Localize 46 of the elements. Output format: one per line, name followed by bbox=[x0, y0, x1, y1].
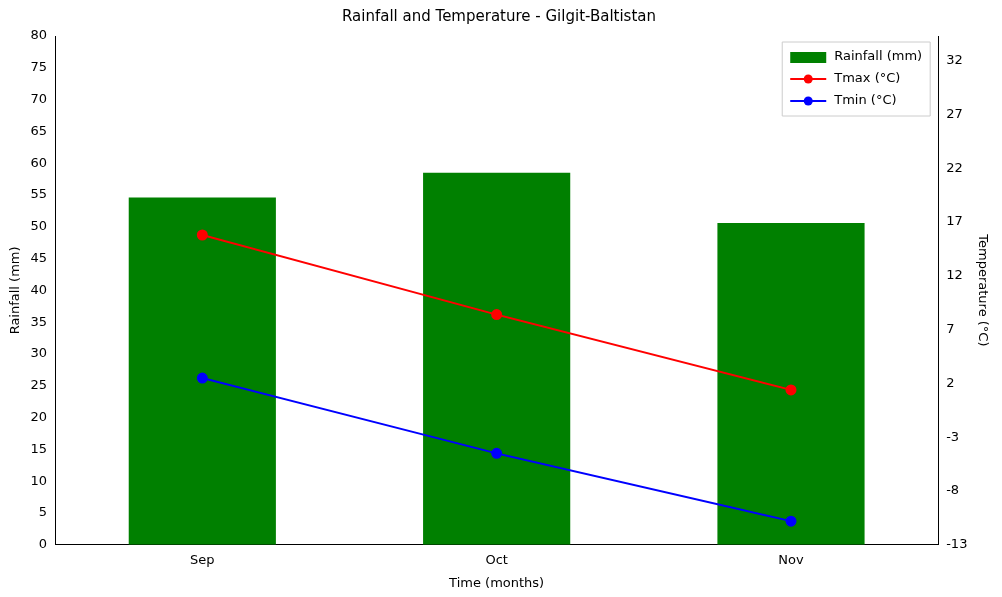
y-tick-label: 35 bbox=[30, 313, 48, 329]
legend-label: Tmax (°C) bbox=[833, 70, 901, 86]
bar bbox=[717, 222, 865, 545]
y2-tick-label: 17 bbox=[946, 213, 963, 229]
y2-tick-label: 12 bbox=[946, 267, 963, 283]
y-tick-label: 0 bbox=[38, 536, 48, 552]
point bbox=[785, 515, 797, 527]
point bbox=[785, 384, 797, 396]
legend-label: Tmin (°C) bbox=[833, 92, 897, 108]
x-tick-label: Oct bbox=[485, 551, 508, 567]
y-tick-label: 80 bbox=[30, 27, 48, 43]
y2-tick-label: 27 bbox=[946, 105, 963, 121]
point bbox=[196, 372, 208, 384]
y-tick-label: 45 bbox=[30, 249, 48, 265]
y-tick-label: 10 bbox=[30, 472, 48, 488]
y-tick-label: 50 bbox=[30, 218, 48, 234]
y2-tick-label: -3 bbox=[946, 428, 960, 444]
y-tick-label: 25 bbox=[30, 377, 48, 393]
y-tick-label: 65 bbox=[30, 122, 48, 138]
y-tick-label: 20 bbox=[30, 408, 48, 424]
y-tick-label: 60 bbox=[30, 154, 48, 170]
y-tick-label: 55 bbox=[30, 186, 48, 202]
y2-tick-label: 2 bbox=[946, 374, 955, 390]
y-tick-label: 40 bbox=[30, 281, 48, 297]
y-tick-label: 15 bbox=[30, 440, 48, 456]
y2-tick-label: 22 bbox=[946, 159, 963, 175]
x-tick-label: Sep bbox=[190, 551, 215, 567]
y-tick-label: 5 bbox=[38, 504, 48, 520]
y-tick-label: 30 bbox=[30, 345, 48, 361]
y2-tick-label: 32 bbox=[946, 52, 963, 68]
point bbox=[491, 309, 503, 321]
y-axis-title: Rainfall (mm) bbox=[7, 246, 23, 335]
bar bbox=[128, 197, 276, 545]
y2-axis-title: Temperature (°C) bbox=[975, 233, 991, 347]
y-tick-label: 70 bbox=[30, 90, 48, 106]
point bbox=[196, 229, 208, 241]
point bbox=[491, 447, 503, 459]
legend-label: Rainfall (mm) bbox=[834, 48, 923, 64]
x-tick-label: Nov bbox=[778, 551, 804, 567]
y-tick-label: 75 bbox=[30, 59, 48, 75]
bar bbox=[423, 172, 571, 545]
chart-title: Rainfall and Temperature - Gilgit-Baltistan bbox=[342, 6, 656, 25]
y2-tick-label: 7 bbox=[946, 321, 955, 337]
x-axis-title: Time (months) bbox=[448, 574, 545, 590]
y2-tick-label: -13 bbox=[946, 536, 968, 552]
y2-tick-label: -8 bbox=[946, 482, 960, 498]
